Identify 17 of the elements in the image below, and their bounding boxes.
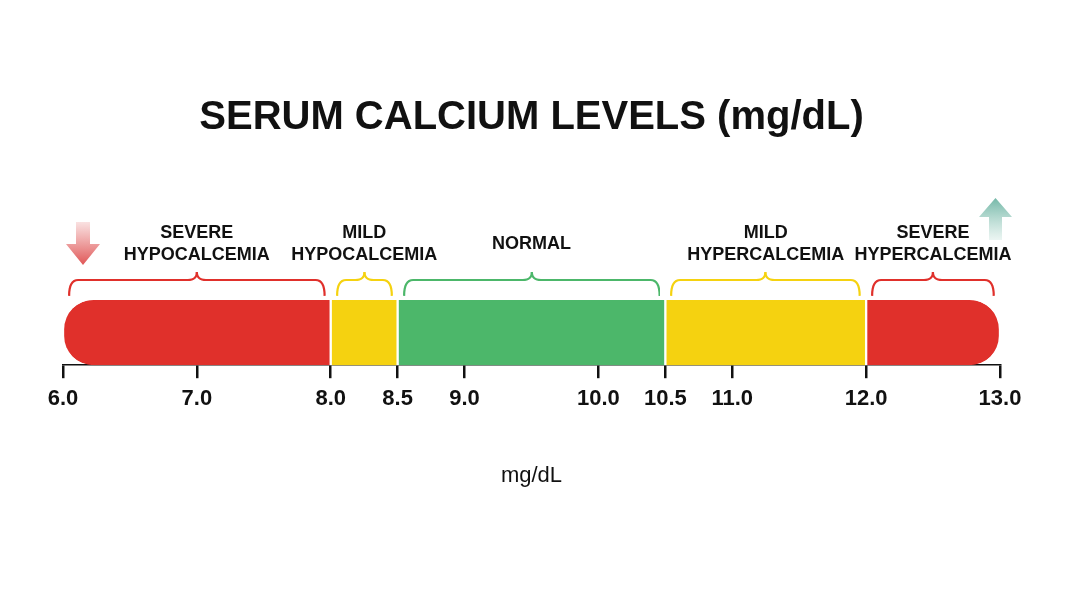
- annotation: MILD HYPERCALCEMIA: [687, 221, 845, 264]
- x-tick-label: 13.0: [978, 385, 1022, 411]
- x-tick-label: 7.0: [181, 385, 213, 411]
- x-tick-label: 12.0: [844, 385, 888, 411]
- x-tick-label: 11.0: [711, 385, 754, 411]
- x-tick-label: 10.0: [577, 385, 620, 411]
- x-axis-title: mg/dL: [500, 461, 563, 487]
- x-tick-label: 8.5: [382, 385, 413, 411]
- annotation: MILD HYPOCALCEMIA: [291, 221, 438, 264]
- x-tick-label: 8.0: [315, 385, 347, 411]
- x-tick-label: 6.0: [47, 385, 79, 411]
- x-tick-label: 9.0: [449, 385, 480, 411]
- annotation: NORMAL: [492, 232, 571, 253]
- chart-title: SERUM CALCIUM LEVELS (mg/dL): [199, 93, 864, 138]
- annotation: SEVERE HYPERCALCEMIA: [854, 221, 1012, 264]
- annotation: SEVERE HYPOCALCEMIA: [123, 221, 270, 264]
- x-tick-label: 10.5: [643, 385, 687, 411]
